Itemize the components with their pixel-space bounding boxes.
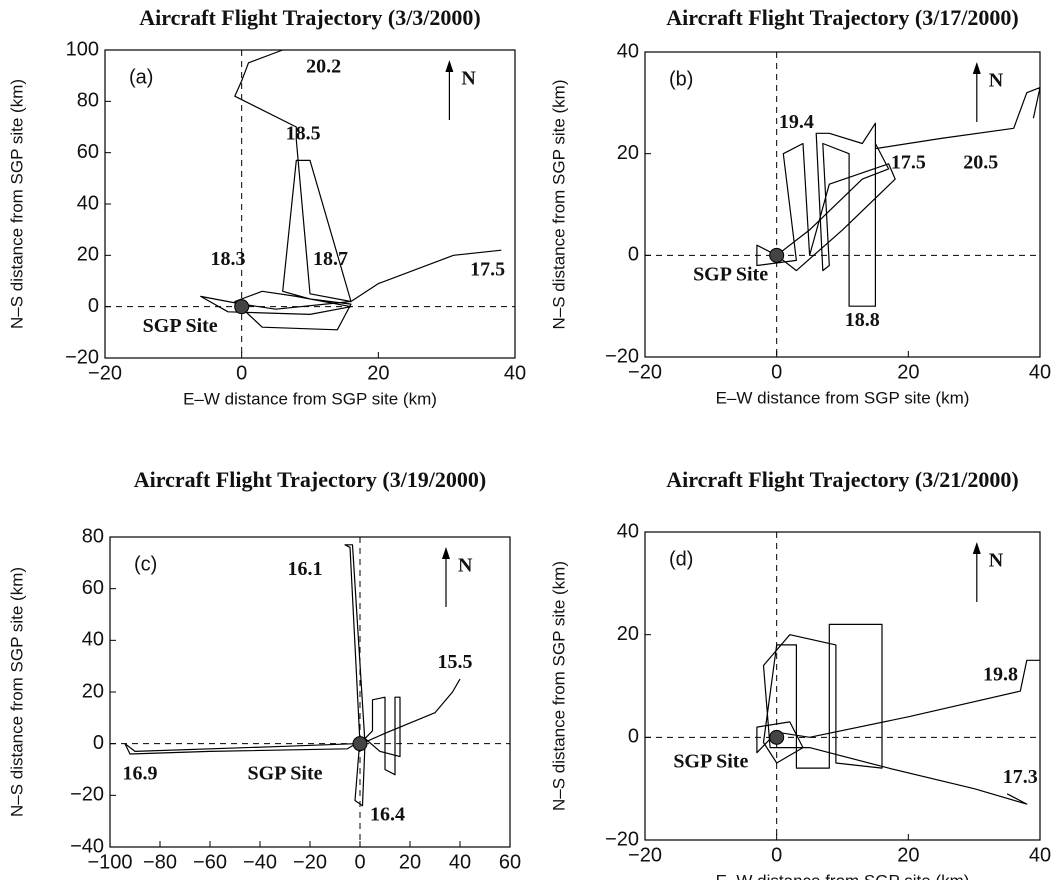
x-tick-label: −20: [88, 362, 122, 384]
annotation: 16.9: [123, 762, 158, 784]
x-tick-label: 40: [504, 362, 526, 384]
annotation: 17.5: [470, 258, 505, 280]
y-tick-label: 20: [82, 680, 104, 702]
x-tick-label: −40: [243, 851, 277, 873]
north-label: N: [461, 68, 476, 90]
trajectory: [756, 623, 1040, 805]
annotation: 16.4: [370, 804, 405, 826]
x-tick-label: 20: [897, 361, 919, 383]
panel-label: (a): [129, 66, 153, 88]
y-tick-label: 20: [77, 244, 99, 266]
x-tick-label: −20: [293, 851, 327, 873]
y-tick-label: 20: [617, 623, 639, 645]
annotation: SGP Site: [143, 315, 218, 337]
x-axis-label: E–W distance from SGP site (km): [183, 878, 437, 880]
north-arrow-head: [445, 60, 454, 72]
north-arrow-head: [972, 62, 981, 74]
annotation: 16.1: [288, 558, 323, 580]
annotation: SGP Site: [693, 263, 768, 285]
y-axis-label: N–S distance from SGP site (km): [7, 567, 26, 817]
chart-title: Aircraft Flight Trajectory (3/19/2000): [134, 467, 487, 492]
trajectory: [200, 49, 502, 331]
y-axis-label: N–S distance from SGP site (km): [549, 561, 568, 811]
annotation: SGP Site: [673, 751, 748, 773]
annotation: 18.5: [286, 122, 321, 144]
trajectory: [756, 87, 1041, 307]
north-label: N: [989, 550, 1004, 572]
x-tick-label: −100: [87, 851, 132, 873]
x-tick-label: −20: [628, 844, 662, 866]
y-tick-label: 80: [82, 525, 104, 547]
y-tick-label: 20: [617, 142, 639, 164]
annotation: 18.7: [313, 248, 348, 270]
annotation: 17.3: [1003, 766, 1038, 788]
plot-frame: [644, 51, 1041, 358]
site-marker: [352, 736, 368, 752]
x-tick-label: 0: [771, 844, 782, 866]
x-tick-label: −60: [193, 851, 227, 873]
annotation: 18.8: [845, 309, 880, 331]
annotation: 18.3: [211, 248, 246, 270]
annotation: 17.5: [891, 151, 926, 173]
x-tick-label: 20: [367, 362, 389, 384]
annotation: SGP Site: [247, 762, 322, 784]
panel-label: (b): [669, 68, 693, 90]
y-tick-label: −20: [605, 828, 639, 850]
panel-label: (c): [134, 553, 157, 575]
x-axis-label: E–W distance from SGP site (km): [716, 388, 970, 407]
y-tick-label: 40: [617, 520, 639, 542]
x-axis-label: E–W distance from SGP site (km): [183, 389, 437, 408]
x-tick-label: 60: [499, 851, 521, 873]
x-tick-label: 20: [897, 844, 919, 866]
plot-frame: [104, 49, 516, 359]
y-tick-label: 60: [82, 577, 104, 599]
x-tick-label: 0: [771, 361, 782, 383]
annotation: 20.2: [306, 56, 341, 78]
x-tick-label: 40: [449, 851, 471, 873]
x-tick-label: 0: [236, 362, 247, 384]
plot-frame: [109, 536, 511, 848]
y-axis-label: N–S distance from SGP site (km): [7, 79, 26, 329]
x-tick-label: −80: [143, 851, 177, 873]
annotation: 20.5: [963, 151, 998, 173]
y-tick-label: −40: [70, 835, 104, 857]
y-tick-label: 0: [628, 244, 639, 266]
y-tick-label: 40: [77, 192, 99, 214]
y-tick-label: 0: [88, 295, 99, 317]
y-tick-label: 60: [77, 141, 99, 163]
annotation: 19.8: [983, 663, 1018, 685]
x-axis-label: E–W distance from SGP site (km): [716, 871, 970, 880]
chart-title: Aircraft Flight Trajectory (3/3/2000): [139, 5, 481, 30]
plot-frame: [644, 531, 1041, 841]
x-tick-label: 40: [1029, 361, 1051, 383]
chart-title: Aircraft Flight Trajectory (3/21/2000): [666, 467, 1019, 492]
y-tick-label: 40: [617, 40, 639, 62]
x-tick-label: 20: [399, 851, 421, 873]
chart-title: Aircraft Flight Trajectory (3/17/2000): [666, 5, 1019, 30]
north-arrow-head: [442, 547, 450, 559]
annotation: 15.5: [438, 651, 473, 673]
y-axis-label: N–S distance from SGP site (km): [549, 79, 568, 329]
site-marker: [769, 247, 785, 263]
north-arrow-head: [972, 542, 981, 554]
y-tick-label: −20: [605, 345, 639, 367]
y-tick-label: 80: [77, 90, 99, 112]
y-tick-label: 0: [93, 732, 104, 754]
y-tick-label: −20: [70, 784, 104, 806]
y-tick-label: 0: [628, 726, 639, 748]
y-tick-label: 100: [66, 38, 99, 60]
north-label: N: [989, 70, 1004, 92]
x-tick-label: 0: [354, 851, 365, 873]
x-tick-label: −20: [628, 361, 662, 383]
north-label: N: [458, 555, 473, 577]
x-tick-label: 40: [1029, 844, 1051, 866]
y-tick-label: 40: [82, 629, 104, 651]
panel-label: (d): [669, 548, 693, 570]
site-marker: [769, 729, 785, 745]
site-marker: [234, 299, 250, 315]
annotation: 19.4: [779, 111, 814, 133]
y-tick-label: −20: [65, 346, 99, 368]
